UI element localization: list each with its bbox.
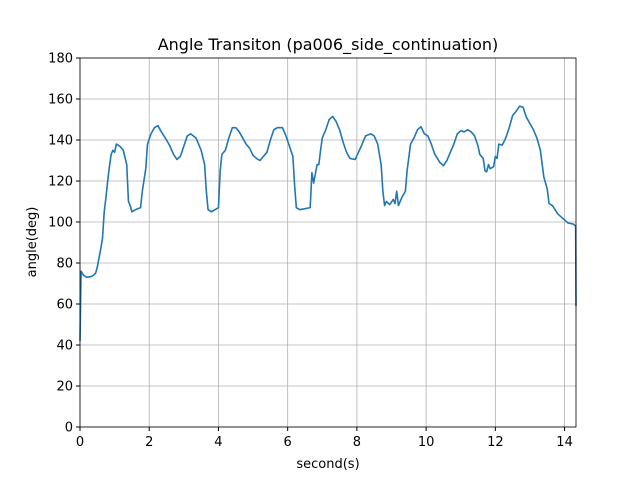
line-series bbox=[79, 105, 577, 341]
plot-frame bbox=[79, 57, 577, 428]
y-tick-label: 0 bbox=[65, 421, 73, 436]
y-tick-label: 80 bbox=[56, 257, 73, 272]
x-tick-label: 10 bbox=[418, 435, 435, 450]
chart-title: Angle Transiton (pa006_side_continuation… bbox=[158, 35, 499, 55]
y-tick-label: 160 bbox=[48, 93, 73, 108]
x-tick-label: 6 bbox=[284, 435, 292, 450]
x-tick-label: 12 bbox=[487, 435, 504, 450]
x-tick-label: 0 bbox=[76, 435, 84, 450]
y-tick-label: 120 bbox=[48, 175, 73, 190]
x-tick-label: 4 bbox=[214, 435, 222, 450]
y-tick-label: 60 bbox=[56, 298, 73, 313]
x-tick-label: 14 bbox=[556, 435, 573, 450]
y-axis-label: angle(deg) bbox=[25, 207, 40, 278]
y-tick-label: 100 bbox=[48, 216, 73, 231]
y-tick-label: 40 bbox=[56, 339, 73, 354]
y-tick-label: 20 bbox=[56, 380, 73, 395]
y-tick-label: 180 bbox=[48, 52, 73, 67]
x-tick-label: 2 bbox=[145, 435, 153, 450]
x-tick-label: 8 bbox=[353, 435, 361, 450]
y-tick-label: 140 bbox=[48, 134, 73, 149]
x-axis-label: second(s) bbox=[296, 457, 359, 472]
